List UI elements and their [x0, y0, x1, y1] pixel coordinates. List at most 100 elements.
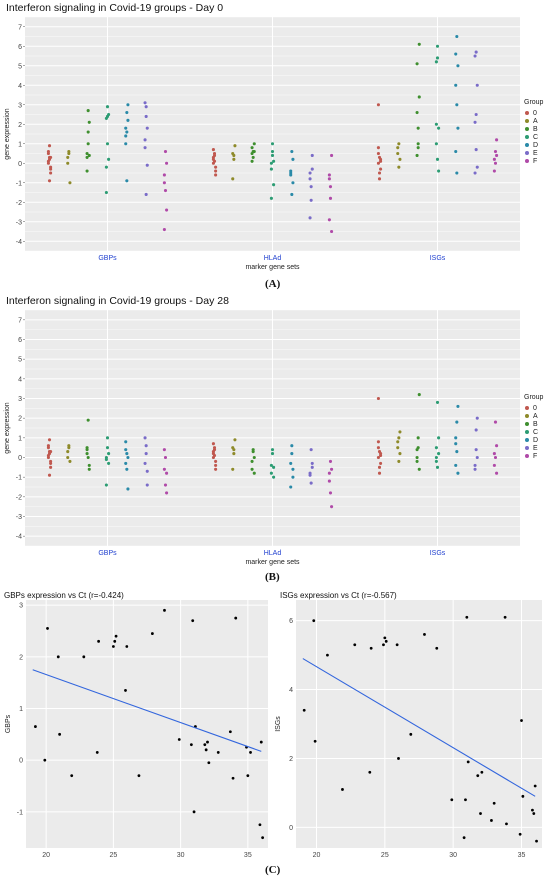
- data-point: [87, 463, 91, 467]
- y-tick-label: -1: [17, 809, 23, 816]
- legend-item: 0: [524, 404, 543, 412]
- data-point: [397, 757, 400, 760]
- data-point: [124, 689, 127, 692]
- legend-item: B: [524, 125, 543, 133]
- data-point: [86, 455, 90, 460]
- data-point: [376, 103, 380, 107]
- legend-item: C: [524, 428, 543, 436]
- legend-item: E: [524, 149, 543, 157]
- data-point: [269, 463, 273, 467]
- data-point: [455, 450, 459, 454]
- data-point: [437, 169, 441, 173]
- legend-swatch: [525, 135, 529, 139]
- data-point: [137, 774, 141, 778]
- data-point: [212, 446, 217, 450]
- data-point: [145, 126, 149, 130]
- legend-item: A: [524, 117, 543, 125]
- data-point: [124, 134, 128, 138]
- data-point: [308, 177, 312, 181]
- data-point: [49, 459, 53, 463]
- legend-label: 0: [533, 109, 537, 117]
- data-point: [532, 812, 536, 815]
- data-point: [232, 157, 236, 161]
- legend-label: C: [533, 133, 539, 141]
- data-point: [493, 455, 498, 460]
- data-point: [46, 627, 49, 630]
- data-point: [251, 448, 255, 452]
- data-point: [434, 60, 438, 64]
- data-point: [456, 471, 460, 475]
- data-point: [49, 171, 53, 175]
- data-point: [473, 171, 477, 175]
- data-point: [144, 114, 148, 118]
- data-point: [250, 159, 254, 163]
- data-point: [165, 471, 169, 475]
- data-point: [211, 442, 215, 446]
- legend-swatch: [525, 159, 529, 163]
- data-point: [216, 751, 220, 754]
- data-point: [269, 471, 273, 475]
- data-point: [435, 56, 440, 60]
- data-point: [327, 173, 331, 177]
- data-point: [464, 798, 467, 802]
- data-point: [125, 130, 129, 134]
- data-point: [289, 169, 293, 173]
- data-point: [162, 467, 166, 471]
- data-point: [308, 171, 312, 175]
- data-point: [66, 161, 70, 165]
- legend-swatch: [525, 127, 529, 131]
- y-tick-label: 6: [289, 618, 293, 625]
- data-point: [270, 452, 275, 456]
- data-point: [327, 177, 331, 181]
- y-tick-label: 5: [18, 357, 22, 364]
- y-tick-label: 7: [18, 317, 22, 324]
- data-point: [144, 192, 148, 196]
- data-point: [490, 819, 493, 822]
- data-point: [104, 457, 108, 462]
- legend-label: B: [533, 420, 538, 428]
- x-tick-label: ISGs: [430, 255, 446, 262]
- data-point: [124, 126, 128, 130]
- data-point: [56, 655, 60, 659]
- data-point: [250, 467, 254, 471]
- data-point: [376, 146, 380, 150]
- data-point: [211, 450, 215, 454]
- data-point: [163, 189, 168, 193]
- data-point: [105, 114, 110, 118]
- data-point: [309, 481, 313, 485]
- y-tick-label: 2: [18, 416, 22, 423]
- data-point: [111, 645, 115, 648]
- data-point: [376, 446, 380, 450]
- legend-item: D: [524, 436, 543, 444]
- data-point: [395, 643, 399, 647]
- data-point: [326, 653, 329, 657]
- data-point: [415, 459, 419, 463]
- data-point: [493, 161, 498, 165]
- data-point: [66, 450, 70, 454]
- data-point: [475, 416, 479, 420]
- data-point: [368, 770, 372, 774]
- data-point: [473, 54, 477, 58]
- data-point: [162, 181, 166, 185]
- panel-b-chart: GBPs HLAd ISGs -4 -3 -2 -1 0 1 2 3 4 5 6 7 marker gene …: [4, 309, 520, 566]
- y-tick-label: 1: [19, 706, 23, 713]
- legend-swatch: [525, 430, 529, 434]
- data-point: [228, 730, 232, 734]
- data-point: [107, 452, 111, 456]
- data-point: [191, 619, 195, 623]
- data-point: [214, 173, 218, 177]
- data-point: [145, 469, 149, 473]
- data-point: [328, 196, 333, 200]
- data-point: [189, 743, 193, 747]
- data-point: [46, 444, 50, 448]
- data-point: [434, 446, 438, 450]
- data-point: [290, 444, 294, 448]
- data-point: [252, 471, 256, 475]
- data-point: [144, 452, 148, 456]
- data-point: [330, 229, 334, 234]
- panel-b-title: Interferon signaling in Covid-19 groups …: [6, 295, 229, 307]
- panel-c-left-title: GBPs expression vs Ct (r=-0.424): [4, 591, 124, 600]
- data-point: [455, 103, 459, 107]
- data-point: [86, 142, 90, 146]
- data-point: [456, 64, 460, 68]
